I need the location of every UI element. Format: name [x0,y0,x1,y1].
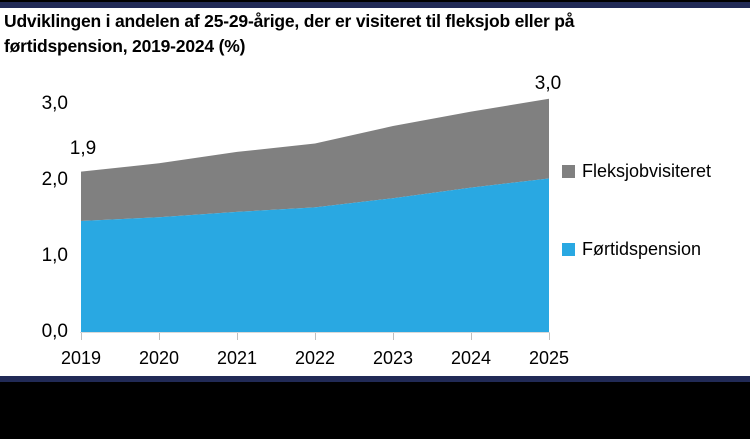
stacked-area-chart [80,98,550,340]
data-label-last-point: 3,0 [534,73,562,94]
legend-label: Fleksjobvisiteret [582,160,712,181]
y-axis-tick-label: 1,0 [41,245,68,266]
chart-title: Udviklingen i andelen af 25-29-årige, de… [4,9,714,59]
x-axis-tick-label: 2021 [216,348,258,368]
x-axis-tick-label: 2024 [450,348,492,368]
bottom-accent-bar [0,376,750,382]
chart-title-line1: Udviklingen i andelen af 25-29-årige, de… [4,11,575,31]
legend-item-fleksjobvisiteret: Fleksjobvisiteret [562,160,711,182]
x-axis-tick-label: 2022 [294,348,336,368]
x-axis-tick-label: 2025 [528,348,570,368]
legend-swatch-blue-icon [562,242,575,256]
x-axis-tick-label: 2020 [138,348,180,368]
area-series-fortidspension [81,178,549,332]
y-axis-tick-label: 3,0 [41,93,68,114]
chart-title-line2: førtidspension, 2019-2024 (%) [4,36,246,56]
legend-label: Førtidspension [582,238,702,259]
top-black-bar [0,0,750,2]
area-series-fleksjobvisiteret [81,98,549,221]
top-accent-bar [0,2,750,8]
y-axis-tick-label: 2,0 [41,169,68,190]
bottom-black-bar [0,382,750,439]
x-axis-tick-label: 2023 [372,348,414,368]
legend-swatch-gray-icon [562,164,575,178]
data-label-first-point: 1,9 [69,138,97,159]
legend-item-fortidspension: Førtidspension [562,238,701,260]
x-axis-tick-label: 2019 [60,348,102,368]
y-axis-tick-label: 0,0 [41,321,68,342]
